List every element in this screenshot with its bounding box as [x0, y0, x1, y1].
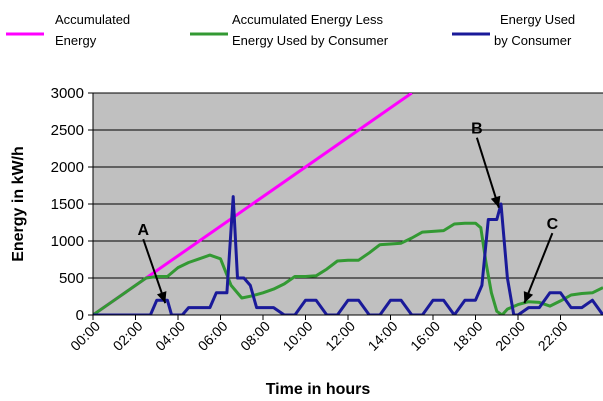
gridlines	[93, 92, 603, 279]
x-tick-label: 12:00	[322, 318, 358, 354]
x-tick-label: 16:00	[407, 318, 443, 354]
x-tick-label: 08:00	[237, 318, 273, 354]
y-tick-label: 2000	[51, 159, 84, 176]
x-tick-label: 04:00	[152, 318, 188, 354]
series-energy-used	[93, 195, 603, 315]
x-axis-title: Time in hours	[266, 381, 371, 398]
x-tick-label: 18:00	[450, 318, 486, 354]
annotation-arrowhead-c	[523, 291, 534, 304]
y-tick-label: 3000	[51, 85, 84, 102]
x-tick-label: 20:00	[492, 318, 528, 354]
annotation-label-b: B	[471, 121, 483, 138]
x-axis-ticks: 00:00 02:00 04:00 06:00 08:00 10:00 12:00 14:00…	[67, 315, 571, 354]
y-tick-label: 500	[59, 270, 84, 287]
annotation-label-c: C	[547, 216, 559, 233]
annotation-arrow-c	[523, 232, 554, 304]
y-tick-label: 2500	[51, 122, 84, 139]
legend-label-accumulated-energy-line2: Energy	[55, 33, 97, 48]
legend-label-energy-used-line2: by Consumer	[494, 33, 572, 48]
y-tick-label: 1500	[51, 196, 84, 213]
legend-label-energy-less-used-line2: Energy Used by Consumer	[232, 33, 389, 48]
x-tick-label: 00:00	[67, 318, 103, 354]
series-energy-less-used	[93, 221, 603, 315]
series-lines	[93, 93, 603, 315]
y-axis-title: Energy in kW/h	[10, 146, 27, 262]
annotation-arrowhead-a	[156, 291, 167, 304]
x-tick-label: 10:00	[280, 318, 316, 354]
y-tick-label: 1000	[51, 233, 84, 250]
annotation-arrow-a	[142, 238, 167, 304]
y-axis-ticks: 0 500 1000 1500 2000 2500 3000	[51, 85, 93, 324]
legend-label-accumulated-energy-line1: Accumulated	[55, 12, 130, 27]
legend: Accumulated Energy Accumulated Energy Le…	[6, 12, 575, 48]
x-tick-label: 06:00	[195, 318, 231, 354]
annotation-arrowhead-b	[490, 195, 501, 208]
legend-label-energy-used-line1: Energy Used	[500, 12, 575, 27]
annotation-label-a: A	[137, 222, 149, 239]
annotation-arrow-b	[475, 137, 500, 208]
annotations: A B C	[137, 121, 559, 304]
y-tick-label: 0	[76, 307, 84, 324]
x-tick-label: 02:00	[110, 318, 146, 354]
x-tick-label: 14:00	[365, 318, 401, 354]
x-tick-label: 22:00	[535, 318, 571, 354]
legend-label-energy-less-used-line1: Accumulated Energy Less	[232, 12, 384, 27]
